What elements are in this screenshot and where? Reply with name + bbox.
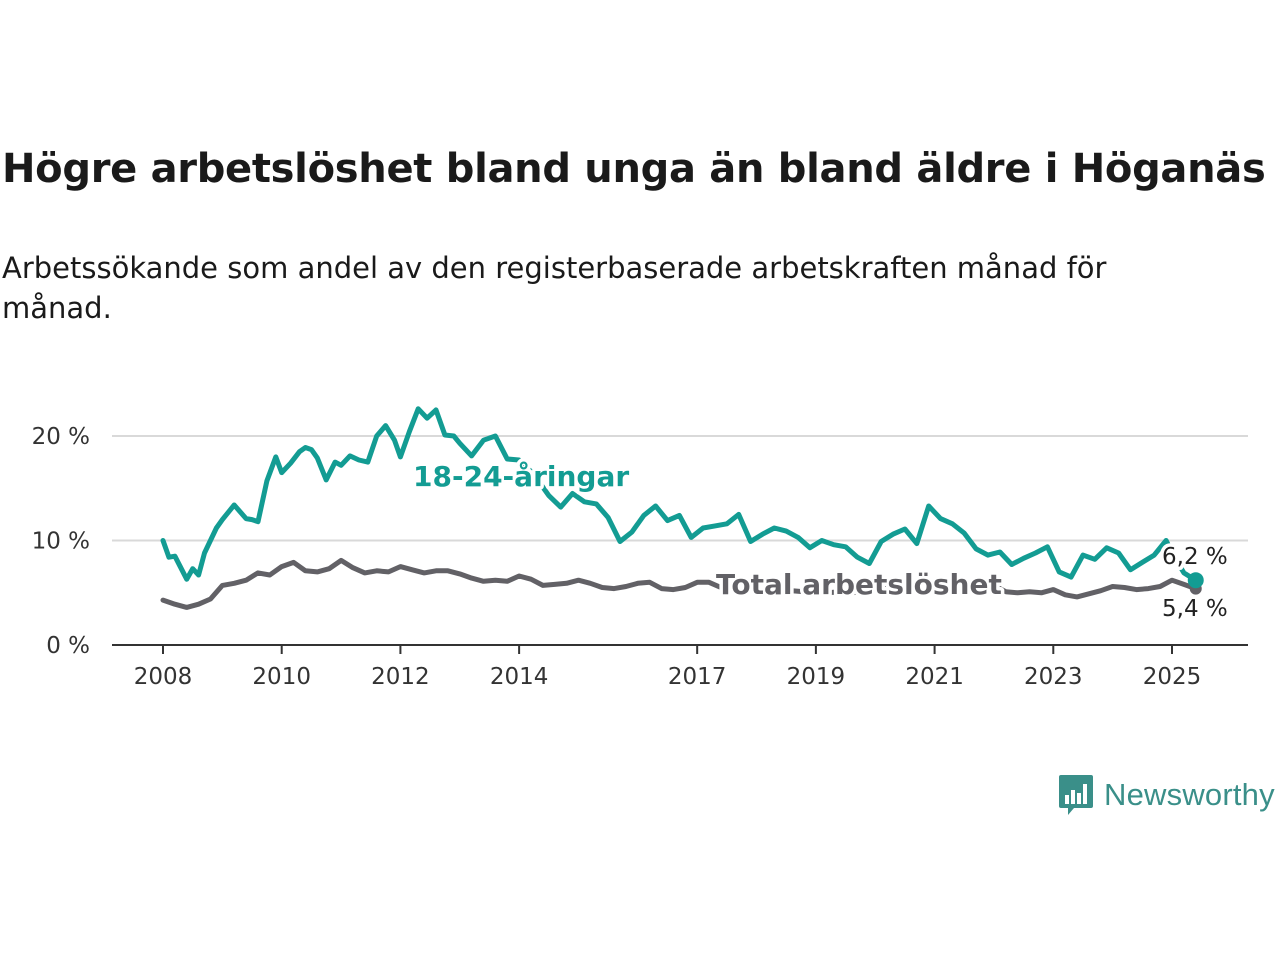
series-line-total: [160, 557, 1199, 610]
newsworthy-logo-icon: [1059, 775, 1093, 815]
y-tick-label: 20 %: [32, 424, 90, 450]
x-tick-label: 2008: [134, 664, 193, 690]
y-tick-label: 0 %: [46, 633, 90, 659]
x-tick-label: 2010: [252, 664, 311, 690]
newsworthy-brand: Newsworthy: [1058, 773, 1275, 817]
series-line-youth: [160, 406, 1199, 583]
x-tick-label: 2017: [668, 664, 727, 690]
end-label-youth-halo: 6,2 %: [1162, 544, 1228, 570]
y-tick-label: 10 %: [32, 529, 90, 555]
brand-name: Newsworthy: [1104, 777, 1275, 812]
end-label-total: 5,4 %: [1162, 596, 1228, 622]
x-tick-label: 2023: [1024, 664, 1083, 690]
end-label-youth: 6,2 %: [1162, 544, 1228, 570]
grid-lines: [112, 435, 1248, 542]
end-point-youth: [1187, 572, 1204, 589]
chart-subtitle: Arbetssökande som andel av den registerb…: [2, 251, 1107, 325]
x-tick-label: 2021: [905, 664, 964, 690]
series-label-total-halo: Total arbetslöshet: [716, 568, 1002, 601]
chart-title: Högre arbetslöshet bland unga än bland ä…: [2, 146, 1266, 192]
x-tick-label: 2025: [1143, 664, 1202, 690]
end-label-total-halo: 5,4 %: [1162, 596, 1228, 622]
series-lines: [160, 406, 1204, 610]
series-label-youth: 18-24-åringar: [413, 460, 629, 493]
series-label-total: Total arbetslöshet: [716, 568, 1002, 601]
x-tick-label: 2014: [490, 664, 549, 690]
axes: 0 % 10 % 20 % 2008 2010 2012 2014 2017 2019 2021 2…: [32, 424, 1248, 690]
series-label-youth-halo: 18-24-åringar: [413, 460, 629, 493]
x-tick-label: 2019: [787, 664, 846, 690]
x-tick-label: 2012: [371, 664, 430, 690]
